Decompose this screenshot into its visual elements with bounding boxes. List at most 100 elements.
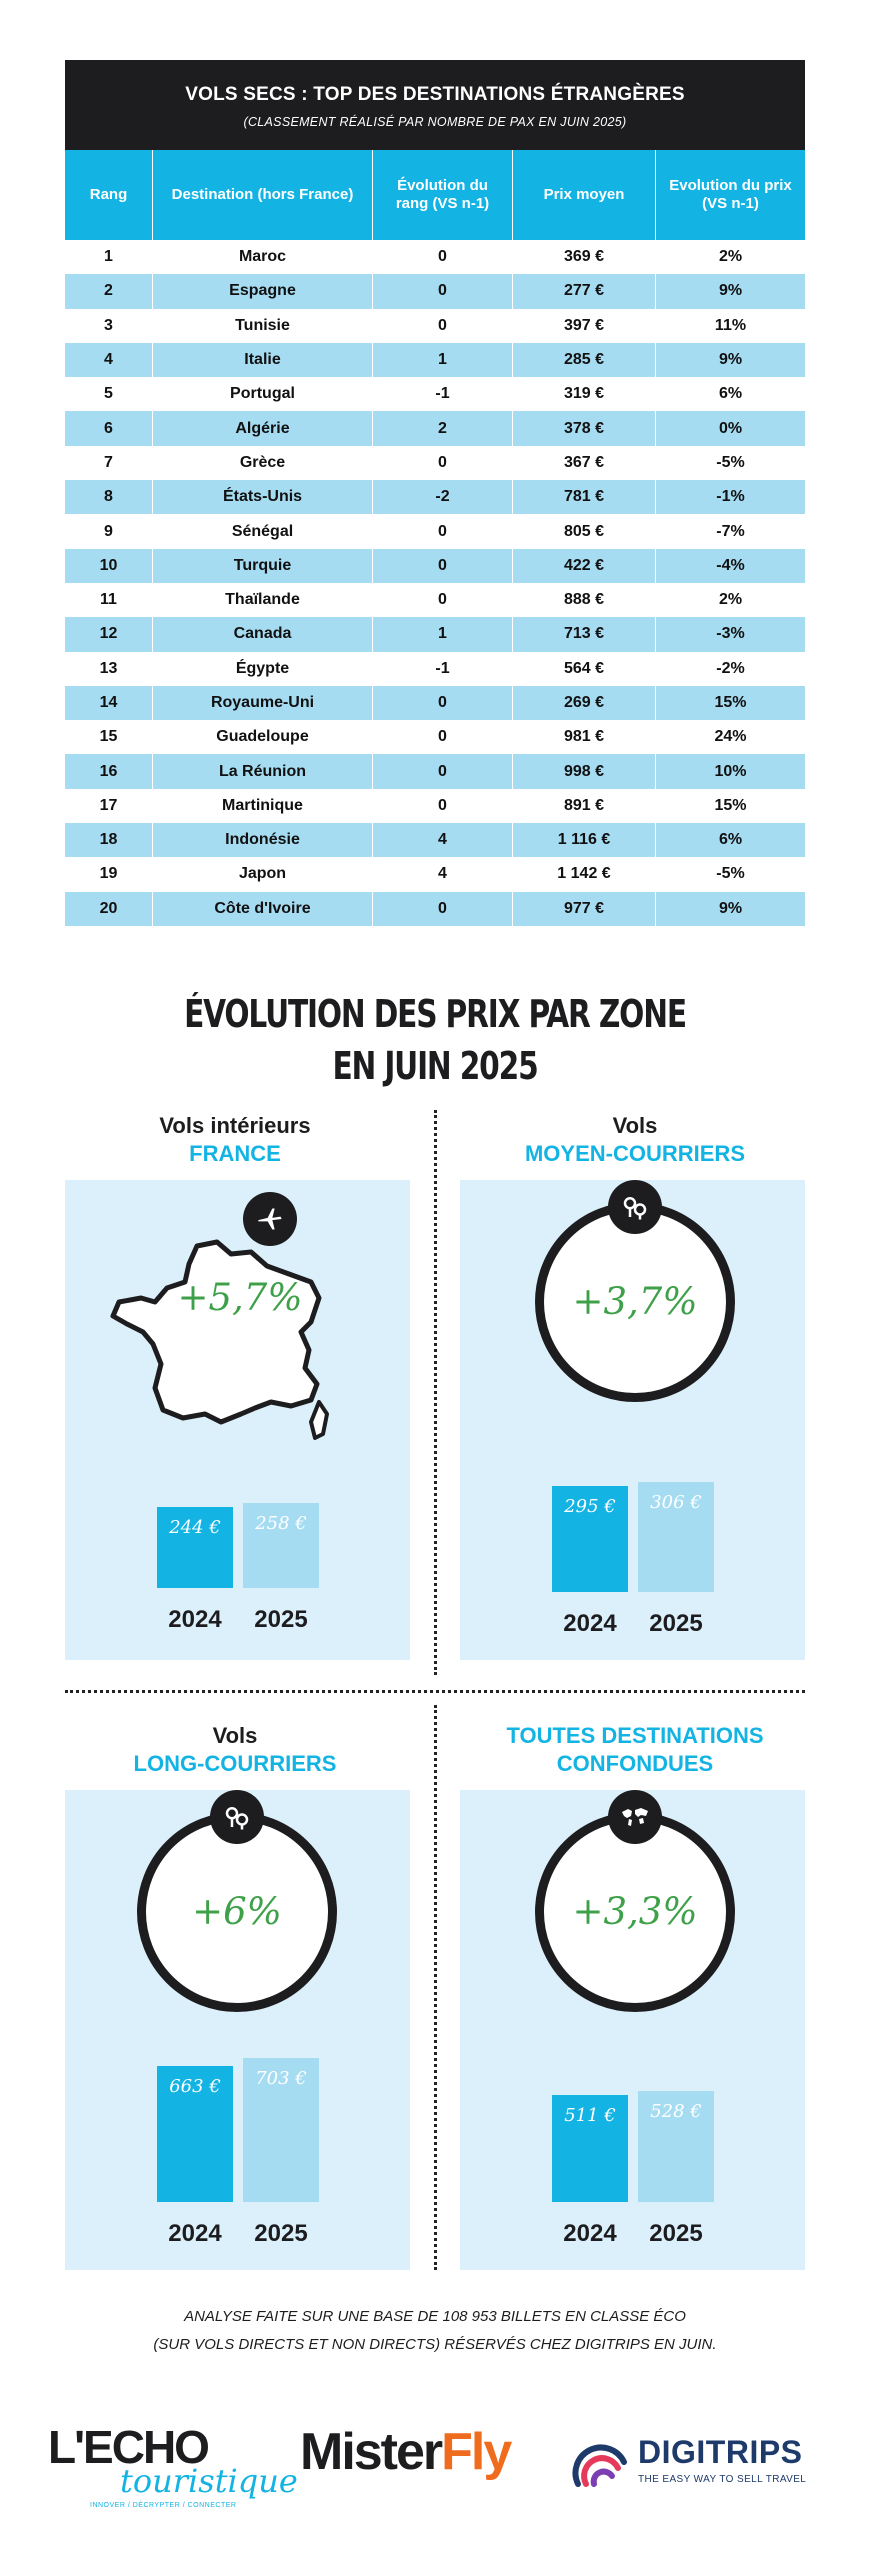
cell-rank: 16 <box>65 754 153 789</box>
digitrips-logo-tagline: THE EASY WAY TO SELL TRAVEL <box>638 2474 807 2485</box>
echo-touristique-logo: L'ECHO touristique INNOVER / DÉCRYPTER /… <box>48 2420 298 2510</box>
cell-avg-price: 367 € <box>513 445 656 481</box>
x-tick-label: 2024 <box>563 2220 617 2247</box>
cell-rank-change: 0 <box>373 582 513 618</box>
cell-rank-change: -1 <box>373 377 513 412</box>
bar-2025: 703 € <box>243 2058 319 2202</box>
table-subtitle: (CLASSEMENT RÉALISÉ PAR NOMBRE DE PAX EN… <box>243 115 627 129</box>
bar-2024: 663 € <box>157 2066 233 2202</box>
misterfly-logo: MisterFly <box>300 2422 512 2482</box>
cell-destination: Tunisie <box>153 308 373 343</box>
cell-destination: Grèce <box>153 445 373 481</box>
france-map-icon <box>110 1239 329 1440</box>
cell-avg-price: 269 € <box>513 685 656 721</box>
world-map-icon <box>608 1790 662 1844</box>
cell-price-change: 0% <box>718 419 743 437</box>
panel-title-line2: MOYEN-COURRIERS <box>524 1141 745 1166</box>
footnote-line2: (SUR VOLS DIRECTS ET NON DIRECTS) RÉSERV… <box>153 2336 717 2353</box>
misterfly-logo-part1: Mister <box>300 2423 443 2481</box>
x-tick-label: 2025 <box>649 1610 703 1637</box>
panel-title-line2: FRANCE <box>189 1141 281 1166</box>
table-row: 14 Royaume-Uni 0 269 € 15% <box>65 685 805 721</box>
cell-avg-price: 888 € <box>513 582 656 618</box>
column-header-price-change: Evolution du prix (VS n-1) <box>669 177 792 212</box>
section-title-line2: EN JUIN 2025 <box>332 1044 538 1088</box>
cell-destination: La Réunion <box>153 754 373 789</box>
cell-rank-change: 2 <box>373 411 513 446</box>
cell-rank-change: 0 <box>373 754 513 789</box>
cell-destination: Algérie <box>153 411 373 446</box>
cell-rank: 20 <box>65 891 153 926</box>
cell-price-change: -4% <box>716 556 745 574</box>
bar-value-label: 703 € <box>255 2068 307 2089</box>
cell-rank-change: -2 <box>373 480 513 515</box>
cell-rank-change: 0 <box>373 720 513 755</box>
cell-avg-price: 805 € <box>513 514 656 549</box>
table-row: 19 Japon 4 1 142 € -5% <box>65 857 805 892</box>
cell-rank-change: 1 <box>373 342 513 378</box>
x-tick-label: 2024 <box>563 1610 617 1637</box>
table-row: 1 Maroc 0 369 € 2% <box>65 240 805 275</box>
cell-destination: Italie <box>153 342 373 378</box>
cell-rank: 15 <box>65 720 153 755</box>
cell-price-change: 10% <box>714 762 747 780</box>
echo-logo-main: L'ECHO <box>48 2421 210 2473</box>
cell-rank: 10 <box>65 548 153 583</box>
table-row: 8 États-Unis -2 781 € -1% <box>65 480 805 515</box>
cell-avg-price: 713 € <box>513 617 656 652</box>
all-destinations-change-value: +3,3% <box>572 1890 698 1933</box>
panel-label-all-destinations: TOUTES DESTINATIONS CONFONDUES <box>465 1722 805 1778</box>
cell-avg-price: 564 € <box>513 651 656 686</box>
cell-rank-change: 0 <box>373 308 513 343</box>
cell-rank: 13 <box>65 651 153 686</box>
bar-value-label: 306 € <box>650 1492 702 1513</box>
panel-label-long-haul: Vols LONG-COURRIERS <box>65 1722 405 1778</box>
x-tick-label: 2024 <box>168 2220 222 2247</box>
cell-avg-price: 781 € <box>513 480 656 515</box>
cell-rank: 1 <box>65 240 153 275</box>
bar-2024: 511 € <box>552 2095 628 2202</box>
cell-price-change: 11% <box>714 316 747 334</box>
cell-destination: Égypte <box>153 651 373 686</box>
cell-destination: Thaïlande <box>153 582 373 618</box>
cell-price-change: -5% <box>716 453 745 471</box>
panel-medium-haul: +3,7% 295 € 2024 306 € 2025 <box>460 1180 805 1660</box>
cell-rank: 19 <box>65 857 153 892</box>
change-circle <box>137 1812 337 2012</box>
footnote: ANALYSE FAITE SUR UNE BASE DE 108 953 BI… <box>0 2303 870 2359</box>
cell-rank: 17 <box>65 788 153 824</box>
bar-2025: 528 € <box>638 2091 714 2202</box>
table-row: 18 Indonésie 4 1 116 € 6% <box>65 823 805 858</box>
panel-label-medium-haul: Vols MOYEN-COURRIERS <box>465 1112 805 1168</box>
cell-rank: 5 <box>65 377 153 412</box>
cell-destination: Portugal <box>153 377 373 412</box>
cell-rank: 9 <box>65 514 153 549</box>
vertical-divider-bottom <box>434 1705 437 2270</box>
cell-price-change: 15% <box>714 796 747 814</box>
vertical-divider-top <box>434 1110 437 1675</box>
cell-price-change: -2% <box>716 659 745 677</box>
cell-rank-change: 1 <box>373 617 513 652</box>
bar-2024: 295 € <box>552 1486 628 1592</box>
panel-france: +5,7% 244 € 2024 258 € 2025 <box>65 1180 410 1660</box>
column-header-destination: Destination (hors France) <box>153 150 373 240</box>
cell-price-change: 9% <box>718 282 743 300</box>
bar-value-label: 663 € <box>169 2076 221 2097</box>
cell-rank-change: 0 <box>373 514 513 549</box>
table-row: 15 Guadeloupe 0 981 € 24% <box>65 720 805 755</box>
cell-rank: 11 <box>65 582 153 618</box>
cell-rank: 4 <box>65 342 153 378</box>
cell-rank-change: 0 <box>373 240 513 275</box>
cell-avg-price: 378 € <box>513 411 656 446</box>
x-tick-label: 2024 <box>168 1606 222 1633</box>
table-row: 3 Tunisie 0 397 € 11% <box>65 308 805 343</box>
table-header: VOLS SECS : TOP DES DESTINATIONS ÉTRANGÈ… <box>65 60 805 150</box>
digitrips-logo: DIGITRIPS THE EASY WAY TO SELL TRAVEL <box>572 2428 832 2498</box>
bar-2025: 258 € <box>243 1503 319 1588</box>
cell-rank: 14 <box>65 685 153 721</box>
cell-avg-price: 369 € <box>513 240 656 275</box>
panel-title-line1: Vols intérieurs <box>159 1113 311 1138</box>
bar-value-label: 258 € <box>255 1513 307 1534</box>
cell-price-change: 2% <box>718 591 743 609</box>
horizontal-divider <box>65 1690 805 1693</box>
